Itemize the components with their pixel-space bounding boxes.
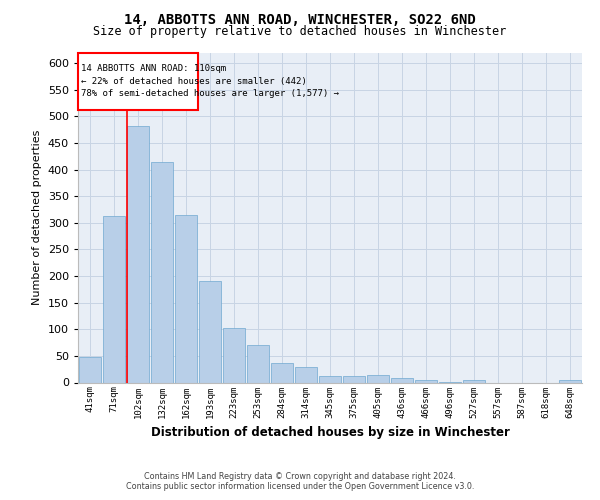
Text: 14, ABBOTTS ANN ROAD, WINCHESTER, SO22 6ND: 14, ABBOTTS ANN ROAD, WINCHESTER, SO22 6… <box>124 12 476 26</box>
Bar <box>175 215 197 382</box>
Bar <box>391 378 413 382</box>
Y-axis label: Number of detached properties: Number of detached properties <box>32 130 42 305</box>
Bar <box>559 380 581 382</box>
Bar <box>127 126 149 382</box>
Bar <box>295 366 317 382</box>
Bar <box>319 376 341 382</box>
Bar <box>223 328 245 382</box>
X-axis label: Distribution of detached houses by size in Winchester: Distribution of detached houses by size … <box>151 426 509 439</box>
FancyBboxPatch shape <box>78 52 198 110</box>
Text: Size of property relative to detached houses in Winchester: Size of property relative to detached ho… <box>94 25 506 38</box>
Bar <box>79 358 101 382</box>
Bar <box>199 282 221 382</box>
Bar <box>415 380 437 382</box>
Bar <box>271 363 293 382</box>
Bar <box>343 376 365 382</box>
Bar <box>151 162 173 382</box>
Bar <box>247 345 269 383</box>
Bar <box>463 380 485 382</box>
Text: Contains HM Land Registry data © Crown copyright and database right 2024.
Contai: Contains HM Land Registry data © Crown c… <box>126 472 474 491</box>
Bar <box>367 374 389 382</box>
Bar <box>103 216 125 382</box>
Text: 14 ABBOTTS ANN ROAD: 110sqm
← 22% of detached houses are smaller (442)
78% of se: 14 ABBOTTS ANN ROAD: 110sqm ← 22% of det… <box>82 64 340 98</box>
